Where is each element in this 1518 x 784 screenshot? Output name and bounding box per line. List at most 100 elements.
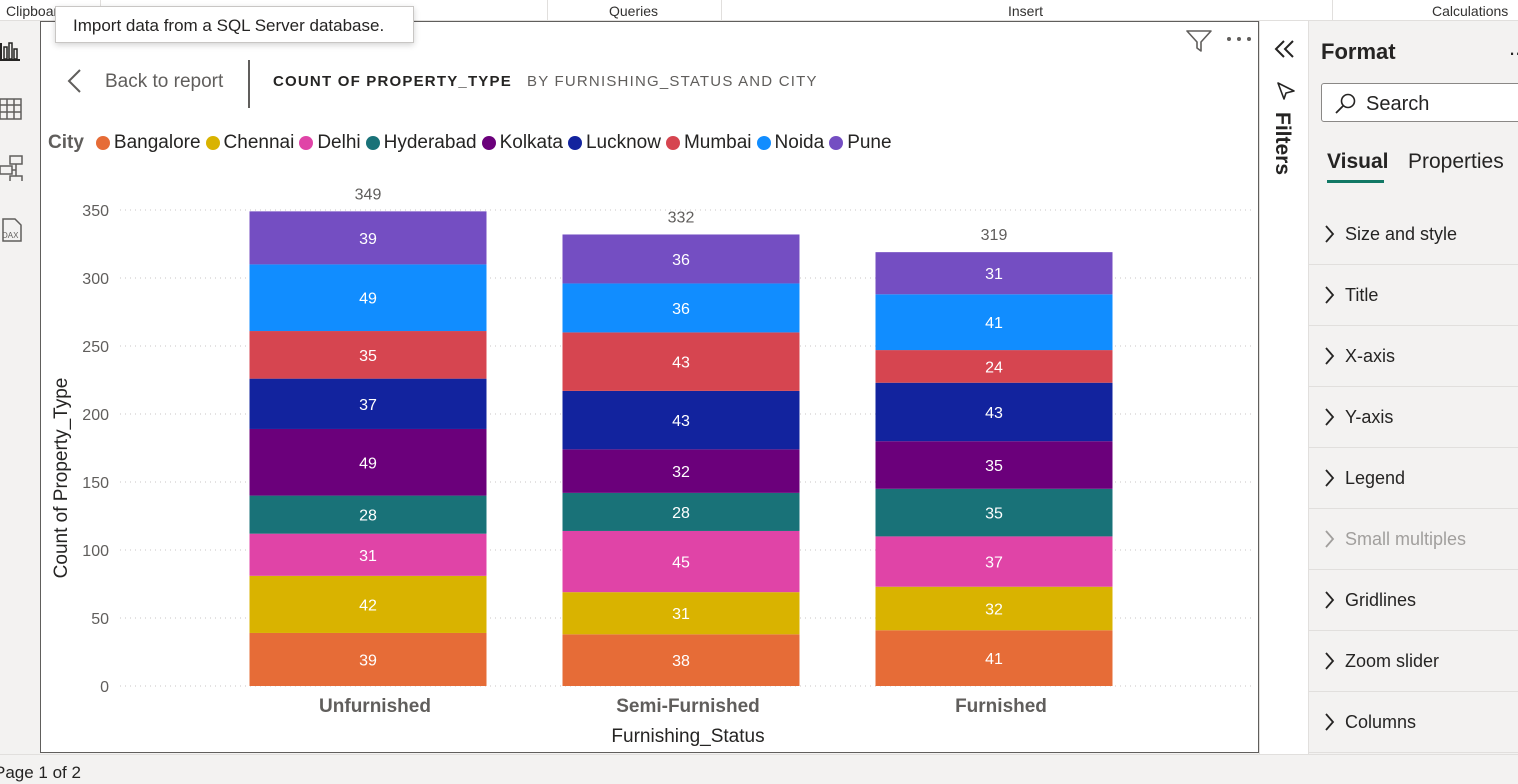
ribbon-group-queries[interactable]: Queries (609, 3, 659, 19)
y-tick-label: 150 (82, 475, 109, 492)
legend-item-chennai[interactable]: Chennai (205, 132, 294, 154)
data-label: 32 (985, 601, 1003, 618)
ribbon-group-calculations[interactable]: Calculations (1432, 3, 1509, 19)
table-view-icon[interactable] (0, 96, 24, 122)
bar-segment[interactable] (249, 632, 487, 686)
data-label: 43 (672, 355, 690, 372)
format-section-label: Columns (1345, 712, 1417, 732)
data-label: 39 (359, 231, 377, 248)
chevron-right-icon (1325, 225, 1335, 243)
tooltip-text: Import data from a SQL Server database. (73, 16, 385, 35)
total-label: 319 (981, 227, 1008, 244)
format-section-legend[interactable]: Legend (1309, 448, 1518, 509)
chevron-right-icon (1325, 713, 1335, 731)
report-view-icon[interactable] (0, 39, 24, 65)
ribbon-group-clipboard[interactable]: Clipboard (6, 3, 58, 19)
tab-visual[interactable]: Visual (1327, 150, 1389, 173)
legend-item-noida[interactable]: Noida (756, 132, 825, 154)
bar-segment[interactable] (249, 264, 487, 332)
bar-segment[interactable] (562, 234, 800, 284)
format-section-y-axis[interactable]: Y-axis (1309, 387, 1518, 448)
bar-segment[interactable] (875, 382, 1113, 442)
back-to-report-link[interactable]: Back to report (105, 71, 224, 92)
more-options-icon[interactable] (1226, 34, 1252, 44)
ribbon-separator (721, 0, 722, 20)
ribbon-separator (547, 0, 548, 20)
format-section-zoom-slider[interactable]: Zoom slider (1309, 631, 1518, 692)
dax-query-icon[interactable]: DAX (0, 217, 24, 243)
bar-segment[interactable] (875, 294, 1113, 351)
search-icon (1335, 93, 1356, 114)
bar-segment[interactable] (562, 449, 800, 493)
bar-segment[interactable] (875, 630, 1113, 686)
data-label: 35 (985, 458, 1003, 475)
bar-segment[interactable] (562, 492, 800, 531)
bar-segment[interactable] (249, 331, 487, 379)
model-view-icon[interactable] (0, 155, 24, 181)
legend-swatch (481, 136, 496, 150)
bar-segment[interactable] (875, 488, 1113, 537)
data-label: 45 (672, 555, 690, 572)
x-tick-label: Furnished (955, 696, 1047, 717)
legend-item-lucknow[interactable]: Lucknow (567, 132, 661, 154)
legend-swatch (365, 136, 380, 150)
bar-segment[interactable] (249, 575, 487, 633)
legend-swatch (299, 136, 314, 150)
format-section-small-multiples: Small multiples (1309, 509, 1518, 570)
data-label: 32 (672, 464, 690, 481)
data-label: 37 (359, 397, 377, 414)
bar-segment[interactable] (562, 332, 800, 391)
bar-segment[interactable] (562, 530, 800, 593)
format-section-columns[interactable]: Columns (1309, 692, 1518, 753)
sql-server-tooltip: Import data from a SQL Server database. (55, 6, 414, 43)
bar-segment[interactable] (249, 211, 487, 265)
bar-segment[interactable] (875, 586, 1113, 631)
bar-segment[interactable] (249, 378, 487, 429)
filter-icon[interactable] (1186, 29, 1212, 53)
legend-item-delhi[interactable]: Delhi (299, 132, 361, 154)
chevron-right-icon (1325, 347, 1335, 365)
format-section-x-axis[interactable]: X-axis (1309, 326, 1518, 387)
legend-item-hyderabad[interactable]: Hyderabad (365, 132, 477, 154)
legend-label: Delhi (317, 132, 361, 153)
legend-label: Noida (774, 132, 825, 153)
legend-item-bangalore[interactable]: Bangalore (95, 132, 201, 154)
legend-item-pune[interactable]: Pune (829, 132, 892, 154)
data-label: 36 (672, 301, 690, 318)
data-label: 43 (672, 413, 690, 430)
bar-segment[interactable] (562, 390, 800, 450)
visual-subtitle: BY FURNISHING_STATUS AND CITY (527, 73, 818, 90)
status-bar: Page 1 of 2 (0, 754, 1518, 784)
data-label: 43 (985, 405, 1003, 422)
legend-swatch (95, 136, 110, 150)
bar-segment[interactable] (562, 634, 800, 686)
ribbon-group-insert[interactable]: Insert (1008, 3, 1044, 19)
collapse-chevrons-icon[interactable] (1274, 39, 1296, 59)
bar-segment[interactable] (875, 536, 1113, 587)
chevron-right-icon (1325, 408, 1335, 426)
bar-segment[interactable] (249, 428, 487, 496)
legend-label: Kolkata (499, 132, 563, 153)
filter-funnel-icon (1277, 82, 1295, 100)
bar-segment[interactable] (562, 283, 800, 333)
back-arrow-icon[interactable] (65, 68, 83, 94)
format-section-gridlines[interactable]: Gridlines (1309, 570, 1518, 631)
format-section-title[interactable]: Title (1309, 265, 1518, 326)
format-title: Format (1321, 39, 1396, 64)
bar-segment[interactable] (875, 350, 1113, 383)
legend-label: Pune (847, 132, 892, 153)
bar-segment[interactable] (249, 533, 487, 576)
format-more-icon[interactable]: ... (1509, 35, 1518, 60)
filters-label[interactable]: Filters (1271, 112, 1294, 176)
tab-properties[interactable]: Properties (1408, 150, 1504, 173)
legend-item-kolkata[interactable]: Kolkata (481, 132, 563, 154)
format-section-size-and-style[interactable]: Size and style (1309, 204, 1518, 265)
bar-segment[interactable] (875, 252, 1113, 295)
chevron-right-icon (1325, 652, 1335, 670)
chevron-right-icon (1325, 591, 1335, 609)
format-search-input[interactable]: Search (1321, 83, 1518, 122)
bar-segment[interactable] (875, 441, 1113, 489)
legend-item-mumbai[interactable]: Mumbai (665, 132, 752, 154)
bar-segment[interactable] (249, 495, 487, 534)
bar-segment[interactable] (562, 592, 800, 635)
